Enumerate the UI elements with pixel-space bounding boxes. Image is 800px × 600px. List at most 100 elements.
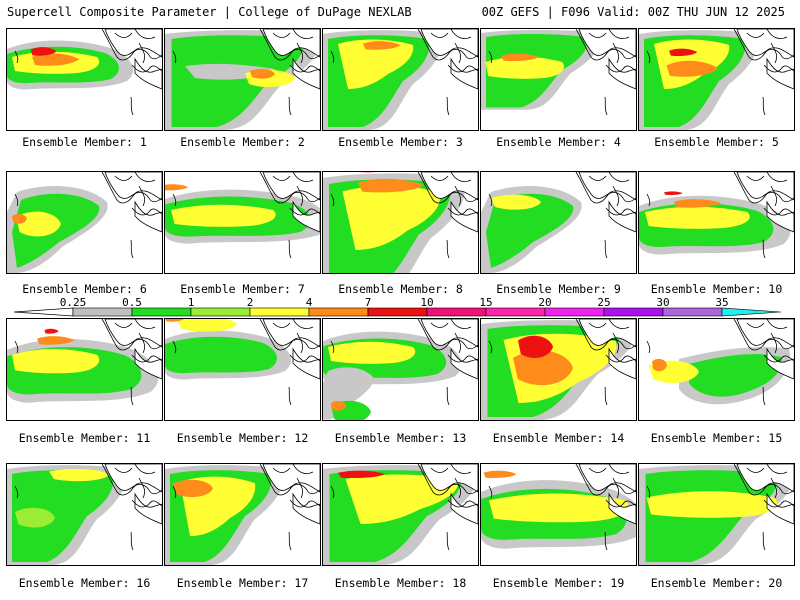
coastline-12-5	[288, 386, 292, 406]
colorbar-tick-0: 0.25	[60, 296, 87, 309]
coastline-2-3	[296, 42, 304, 64]
ensemble-panel-11	[6, 318, 163, 421]
coastline-15-2	[763, 354, 794, 363]
coastline-10-5	[762, 239, 766, 259]
scp-map-3	[323, 29, 478, 130]
coastline-9-5	[604, 239, 608, 259]
scp-map-14	[481, 319, 636, 420]
scp-contour-14-5	[518, 335, 553, 358]
coastline-16-3	[138, 477, 146, 499]
scp-contour-10-3	[645, 206, 750, 229]
coastline-16-0	[101, 464, 162, 496]
colorbar: 0.25 0.5 1 2 4 7 10 15 20 25 30 35	[0, 296, 800, 318]
coastline-10-1	[746, 172, 788, 182]
coastline-15-3	[770, 332, 778, 354]
coastline-3-3	[454, 42, 462, 64]
title-left: Supercell Composite Parameter | College …	[7, 5, 412, 19]
scp-contour-13-3	[328, 341, 416, 364]
ensemble-panel-14	[480, 318, 637, 421]
coastline-1-0	[101, 29, 162, 61]
ensemble-panel-12	[164, 318, 321, 421]
scp-contour-17-4	[173, 479, 213, 498]
scp-map-18	[323, 464, 478, 565]
member-label-18: Ensemble Member: 18	[334, 576, 467, 590]
coastline-20-0	[733, 464, 794, 496]
colorbar-tick-11: 35	[715, 296, 728, 309]
coastline-19-3	[612, 477, 620, 499]
coastline-19-4	[488, 485, 493, 499]
colorbar-segment-6	[426, 307, 487, 317]
scp-contour-19-3	[489, 493, 629, 523]
ensemble-panel-19	[480, 463, 637, 566]
member-label-3: Ensemble Member: 3	[338, 135, 463, 149]
colorbar-segment-5	[367, 307, 428, 317]
coastline-19-5	[604, 531, 608, 551]
coastline-12-1	[272, 319, 314, 329]
coastline-18-1	[430, 464, 472, 474]
scp-contour-11-4	[37, 336, 75, 345]
coastline-3-5	[446, 96, 450, 116]
coastline-19-0	[575, 464, 636, 496]
coastline-15-1	[746, 319, 788, 329]
coastline-13-5	[446, 386, 450, 406]
scp-contour-12-3	[177, 319, 238, 332]
coastline-4-5	[604, 96, 608, 116]
member-label-14: Ensemble Member: 14	[492, 431, 625, 445]
member-label-8: Ensemble Member: 8	[338, 282, 463, 296]
coastline-11-5	[130, 386, 134, 406]
scp-contour-3-4	[363, 41, 401, 50]
coastline-7-1	[272, 172, 314, 182]
coastline-1-3	[138, 42, 146, 64]
colorbar-segment-4	[308, 307, 369, 317]
ensemble-panel-16	[6, 463, 163, 566]
colorbar-segment-10	[662, 307, 723, 317]
scp-contour-11-5	[44, 328, 59, 334]
coastline-5-0	[733, 29, 794, 61]
colorbar-segment-7	[485, 307, 546, 317]
colorbar-tick-5: 7	[365, 296, 372, 309]
colorbar-tick-1: 0.5	[122, 296, 142, 309]
coastline-16-5	[130, 531, 134, 551]
coastline-6-2	[131, 207, 162, 216]
member-label-11: Ensemble Member: 11	[18, 431, 151, 445]
coastline-20-5	[762, 531, 766, 551]
scp-contour-9-2	[486, 193, 574, 268]
scp-map-15	[646, 319, 794, 406]
coastline-10-2	[763, 207, 794, 216]
scp-contour-1-4	[32, 53, 79, 66]
title-right: 00Z GEFS | F096 Valid: 00Z THU JUN 12 20…	[481, 5, 785, 19]
ensemble-panel-15	[638, 318, 795, 421]
coastline-3-0	[417, 29, 478, 61]
colorbar-segment-8	[544, 307, 605, 317]
member-label-2: Ensemble Member: 2	[180, 135, 305, 149]
coastline-5-4	[646, 50, 651, 64]
colorbar-tick-4: 4	[306, 296, 313, 309]
coastline-18-4	[330, 485, 335, 499]
colorbar-tick-3: 2	[247, 296, 254, 309]
member-label-13: Ensemble Member: 13	[334, 431, 467, 445]
coastline-1-1	[114, 29, 156, 39]
member-label-4: Ensemble Member: 4	[496, 135, 621, 149]
colorbar-left-arrow	[13, 307, 74, 317]
colorbar-segment-3	[249, 307, 310, 317]
ensemble-panel-4	[480, 28, 637, 131]
ensemble-panel-5	[638, 28, 795, 131]
scp-contour-7-3	[171, 204, 276, 227]
header: Supercell Composite Parameter | College …	[0, 0, 800, 24]
coastline-5-1	[746, 29, 788, 39]
colorbar-segment-2	[190, 307, 251, 317]
coastline-1-5	[130, 96, 134, 116]
scp-map-4	[481, 29, 636, 116]
coastline-10-0	[733, 172, 794, 204]
colorbar-segment-1	[131, 307, 192, 317]
coastline-6-4	[14, 193, 19, 207]
coastline-18-5	[446, 531, 450, 551]
coastline-14-0	[575, 319, 636, 351]
scp-map-12	[165, 319, 320, 406]
coastline-11-0	[101, 319, 162, 351]
coastline-15-4	[646, 340, 651, 354]
coastline-7-3	[296, 185, 304, 207]
coastline-9-3	[612, 185, 620, 207]
scp-map-11	[7, 319, 162, 406]
coastline-14-4	[488, 340, 493, 354]
